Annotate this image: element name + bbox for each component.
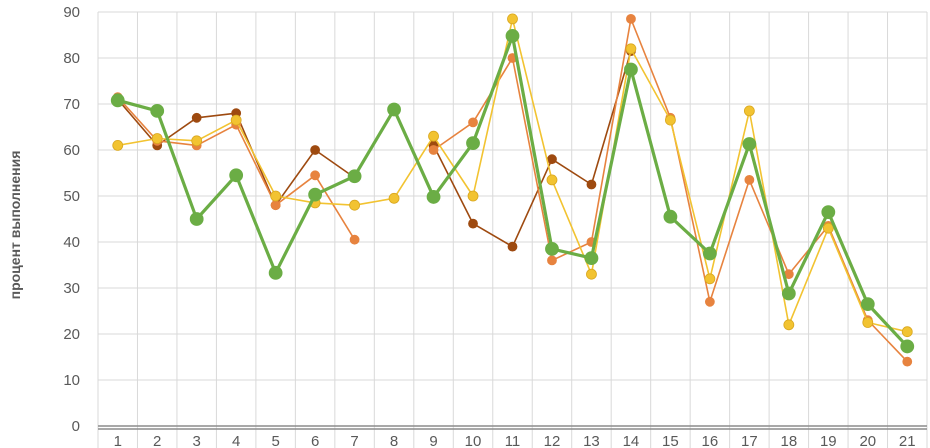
series-2 <box>112 13 913 367</box>
x-tick-label: 5 <box>271 433 279 448</box>
data-point <box>547 154 557 165</box>
data-point <box>545 241 559 256</box>
x-tick-label: 4 <box>232 433 240 448</box>
data-point <box>507 241 518 252</box>
data-point <box>704 296 715 307</box>
data-point <box>270 190 282 202</box>
x-tick-label: 17 <box>741 433 758 448</box>
data-point <box>467 190 479 202</box>
x-tick-label: 11 <box>505 433 521 448</box>
x-tick-label: 18 <box>780 433 797 448</box>
x-tick-label: 20 <box>859 433 876 448</box>
y-tick-label: 0 <box>72 418 80 435</box>
data-point <box>862 317 874 328</box>
y-tick-label: 20 <box>63 326 80 343</box>
x-tick-label: 9 <box>429 433 437 448</box>
data-point <box>426 190 441 204</box>
data-point <box>466 136 480 151</box>
data-point <box>268 265 283 280</box>
y-tick-label: 60 <box>63 142 80 159</box>
x-tick-label: 21 <box>899 433 916 448</box>
data-point <box>546 174 558 186</box>
data-point <box>270 200 281 211</box>
x-tick-label: 14 <box>623 433 640 448</box>
data-point <box>744 174 755 185</box>
series-3 <box>112 13 913 338</box>
data-point <box>900 339 915 354</box>
data-point <box>151 133 163 144</box>
data-point <box>387 102 401 117</box>
data-point <box>547 255 557 266</box>
data-point <box>229 168 244 183</box>
x-tick-label: 19 <box>820 433 837 448</box>
x-tick-label: 6 <box>311 433 319 448</box>
data-point <box>860 297 875 312</box>
y-axis-label: процент выполнения <box>7 150 23 300</box>
data-point <box>625 43 637 55</box>
data-point <box>388 192 400 204</box>
data-point <box>191 135 203 147</box>
data-point <box>665 114 676 126</box>
data-point <box>468 218 478 229</box>
data-point <box>586 268 597 280</box>
x-tick-label: 8 <box>390 433 398 448</box>
data-point <box>742 137 757 151</box>
x-tick-label: 7 <box>350 433 358 448</box>
data-point <box>349 199 360 211</box>
y-tick-label: 80 <box>63 50 80 67</box>
data-point <box>586 179 597 190</box>
series-area <box>110 13 915 367</box>
data-point <box>112 139 124 151</box>
data-point <box>191 112 202 123</box>
data-point <box>428 145 439 155</box>
data-point <box>349 234 360 245</box>
data-point <box>902 356 913 367</box>
x-tick-label: 13 <box>583 433 600 448</box>
data-point <box>428 130 439 142</box>
data-point <box>743 105 755 117</box>
y-tick-label: 70 <box>63 96 80 113</box>
data-point <box>347 169 362 184</box>
data-point <box>624 62 638 77</box>
data-point <box>783 319 795 331</box>
data-point <box>310 145 321 155</box>
y-tick-label: 90 <box>63 4 80 21</box>
data-point <box>781 286 796 301</box>
data-point <box>626 13 636 24</box>
data-point <box>189 212 204 226</box>
y-tick-label: 50 <box>63 188 80 205</box>
series-line <box>432 50 632 248</box>
x-tick-label: 12 <box>544 433 561 448</box>
data-point <box>507 13 518 25</box>
data-point <box>901 326 913 338</box>
data-point <box>663 209 678 224</box>
data-point <box>230 114 242 126</box>
x-tick-label: 10 <box>465 433 482 448</box>
grid <box>97 11 928 448</box>
data-point <box>110 93 125 108</box>
data-point <box>310 170 321 181</box>
data-point <box>702 246 717 261</box>
y-tick-label: 30 <box>63 280 80 297</box>
data-point <box>821 205 836 220</box>
data-point <box>505 29 520 43</box>
x-tick-label: 3 <box>193 433 201 448</box>
y-tick-label: 40 <box>63 234 80 251</box>
x-tick-label: 15 <box>662 433 679 448</box>
data-point <box>150 104 165 118</box>
series-4 <box>110 29 915 354</box>
data-point <box>308 187 323 202</box>
x-tick-label: 2 <box>153 433 161 448</box>
y-tick-label: 10 <box>63 372 80 389</box>
data-point <box>704 273 716 285</box>
series-line <box>433 18 908 363</box>
x-tick-label: 16 <box>702 433 719 448</box>
data-point <box>468 117 478 128</box>
data-point <box>822 222 834 234</box>
data-point <box>584 251 599 266</box>
x-tick-label: 1 <box>114 433 122 448</box>
